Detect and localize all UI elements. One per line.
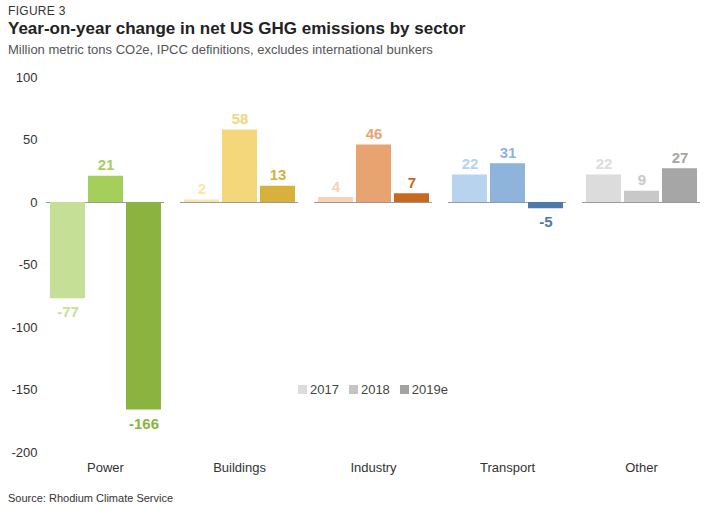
svg-text:-5: -5: [539, 213, 552, 230]
svg-text:22: 22: [462, 155, 479, 172]
svg-text:Transport: Transport: [480, 460, 536, 475]
svg-text:100: 100: [16, 70, 38, 85]
svg-text:50: 50: [23, 132, 37, 147]
svg-text:Buildings: Buildings: [213, 460, 266, 475]
html-text:Source: Rhodium Climate Servic: Source: Rhodium Climate Service: [8, 492, 174, 504]
svg-text:4: 4: [332, 178, 341, 195]
svg-text:-50: -50: [19, 257, 38, 272]
svg-text:Industry: Industry: [350, 460, 397, 475]
svg-text:2: 2: [198, 180, 206, 197]
svg-text:-200: -200: [11, 445, 37, 460]
svg-text:22: 22: [596, 155, 613, 172]
svg-text:Power: Power: [87, 460, 125, 475]
svg-text:21: 21: [98, 156, 115, 173]
svg-text:13: 13: [270, 166, 287, 183]
svg-text:-100: -100: [11, 320, 37, 335]
svg-text:7: 7: [408, 174, 416, 191]
html-text:2017: 2017: [310, 382, 339, 397]
html-text:2019e: 2019e: [411, 382, 448, 397]
svg-text:0: 0: [30, 195, 37, 210]
svg-text:Other: Other: [625, 460, 658, 475]
svg-text:58: 58: [232, 110, 249, 127]
svg-text:-166: -166: [129, 415, 159, 432]
svg-text:31: 31: [500, 144, 517, 161]
html-text:Year-on-year change in net US: Year-on-year change in net US GHG emissi…: [8, 19, 466, 38]
html-text:Million metric tons CO2e, IPCC: Million metric tons CO2e, IPCC definitio…: [8, 42, 433, 57]
html-text:2018: 2018: [360, 382, 390, 397]
svg-text:27: 27: [672, 149, 689, 166]
svg-text:-77: -77: [57, 303, 79, 320]
html-text:FIGURE 3: FIGURE 3: [8, 4, 66, 18]
svg-text:-150: -150: [11, 382, 37, 397]
svg-text:46: 46: [366, 125, 383, 142]
svg-text:9: 9: [638, 171, 646, 188]
